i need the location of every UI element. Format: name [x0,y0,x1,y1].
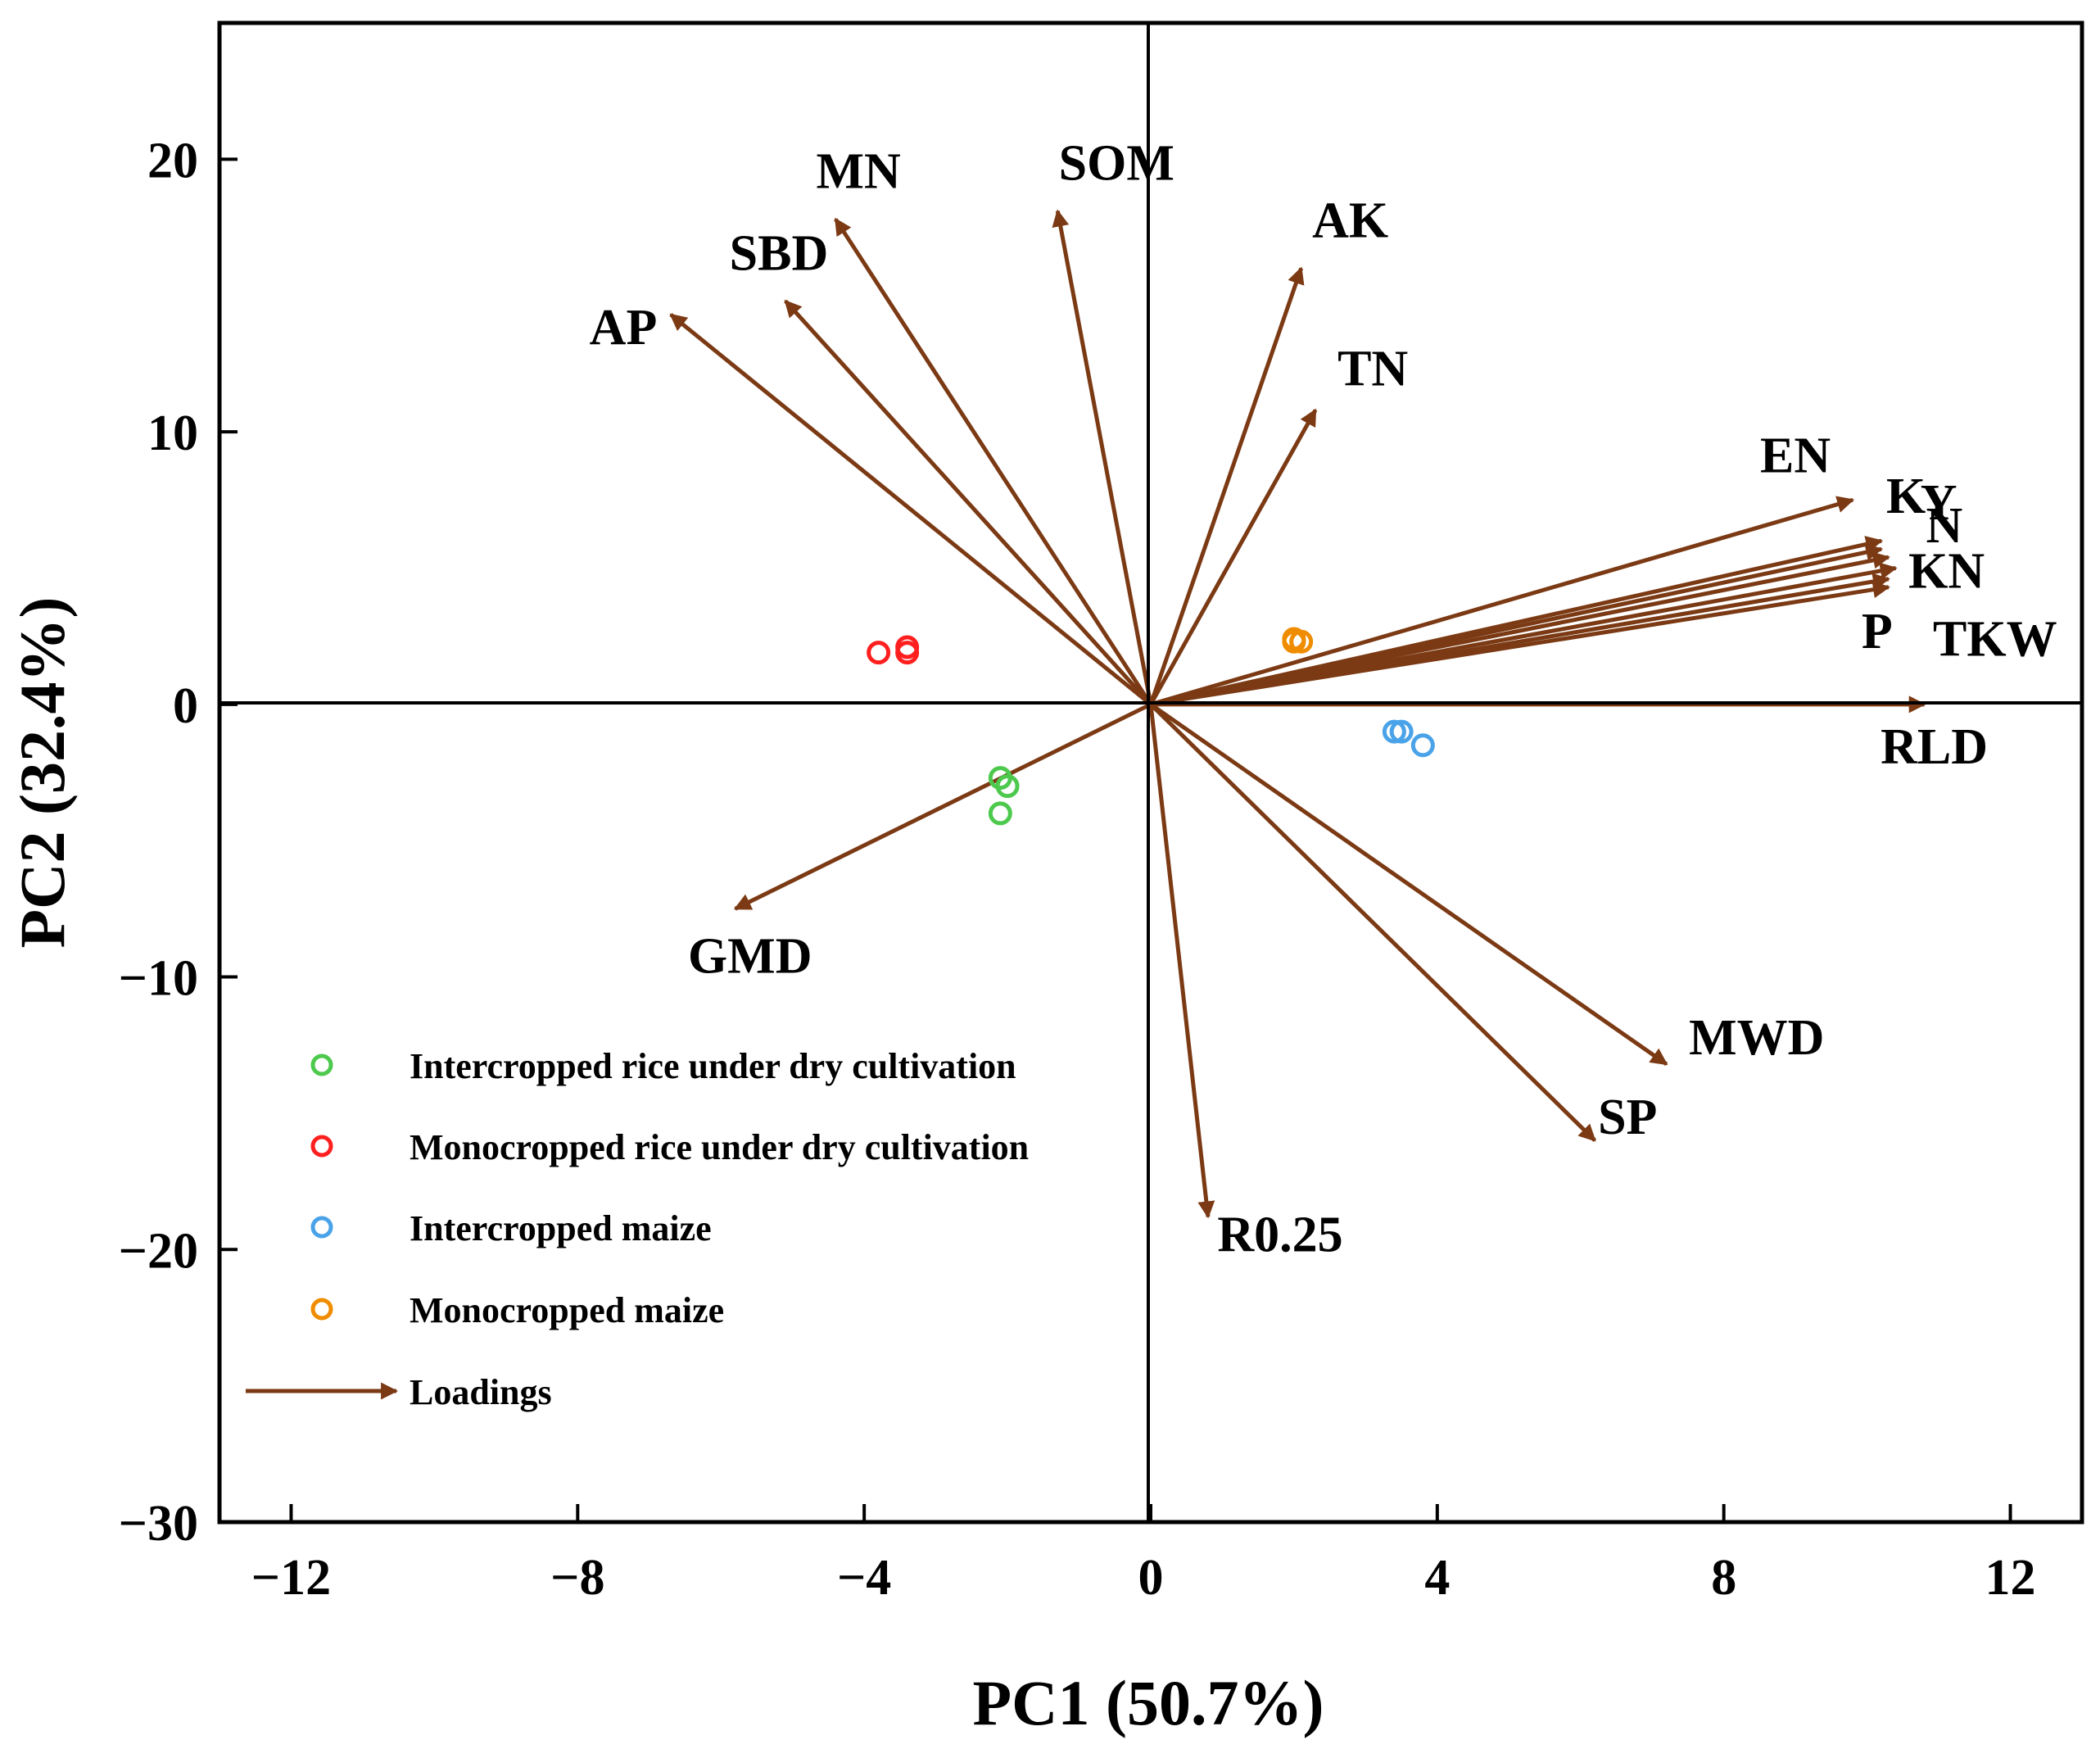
score-point-intercropped-rice-under-dry-cultivation [988,766,1012,791]
loading-label-gmd: GMD [688,928,812,984]
loading-arrow-mn [834,217,1153,706]
loading-arrow-som [1052,209,1153,705]
scores-layer [867,627,1435,826]
legend-label-intercropped-maize: Intercropped maize [410,1208,712,1248]
loading-label-ap: AP [590,300,658,356]
loading-label-rld: RLD [1880,719,1988,775]
loading-arrow-r0-25 [1148,704,1215,1219]
score-point-monocropped-rice-under-dry-cultivation [895,635,920,659]
loading-label-mn: MN [817,144,901,200]
x-axis-title: PC1 (50.7%) [973,1667,1324,1738]
loading-label-mwd: MWD [1689,1010,1824,1066]
y-tick-label: −10 [119,951,198,1007]
score-point-intercropped-maize [1382,719,1406,744]
x-tick-label: −8 [550,1550,604,1606]
loading-label-r0-25: R0.25 [1217,1207,1342,1262]
y-tick-label: 0 [173,678,198,734]
loading-label-y: Y [1921,475,1957,531]
loading-arrow-mwd [1149,702,1668,1067]
loading-arrow-ap [669,313,1152,706]
x-tick-label: −4 [837,1550,891,1606]
y-tick-label: 10 [147,406,198,461]
legend-label-loadings: Loadings [410,1372,552,1412]
loading-label-en: EN [1760,428,1831,483]
loading-arrow-en [1150,496,1855,707]
score-point-intercropped-maize [1389,719,1414,744]
loading-arrow-sbd [784,299,1152,706]
y-tick-label: 20 [147,133,198,188]
legend-marker-intercropped-maize [310,1216,333,1239]
score-point-monocropped-rice-under-dry-cultivation [867,641,891,665]
legend-label-monocropped-rice: Monocropped rice under dry cultivation [410,1127,1029,1167]
loading-arrow-gmd [733,702,1152,911]
loading-arrow-sp [1149,703,1597,1142]
x-tick-label: 0 [1138,1550,1164,1606]
loading-label-sbd: SBD [730,225,829,281]
legend-marker-monocropped-rice [310,1135,333,1158]
loading-arrow-tn [1148,408,1318,706]
y-axis-title: PC2 (32.4%) [7,597,78,949]
loading-label-kn: KN [1908,543,1985,599]
legend-marker-monocropped-maize [310,1298,333,1321]
score-point-intercropped-rice-under-dry-cultivation [988,801,1012,826]
loading-label-n: N [1926,498,1962,554]
loading-label-ak: AK [1312,193,1388,248]
axis-ticks: −12 −8 −4 0 4 8 12 −30 −20 −10 0 10 20 [119,133,2036,1606]
x-tick-label: 8 [1711,1550,1736,1606]
legend-label-intercropped-rice: Intercropped rice under dry cultivation [410,1046,1016,1086]
legend-marker-intercropped-rice [310,1053,333,1076]
legend-label-monocropped-maize: Monocropped maize [410,1290,724,1330]
loading-label-p: P [1862,604,1893,659]
score-point-intercropped-maize [1410,733,1435,758]
loading-label-k: K [1886,469,1926,524]
y-tick-label: −20 [119,1223,198,1279]
loading-label-som: SOM [1059,136,1174,192]
loading-label-tkw: TKW [1933,612,2057,668]
loading-label-sp: SP [1598,1090,1657,1145]
y-tick-label: −30 [119,1496,198,1552]
loading-arrow-ak [1148,266,1305,705]
x-tick-label: −12 [251,1550,331,1606]
legend: Intercropped rice under dry cultivation … [246,1046,1029,1412]
score-point-monocropped-maize [1282,627,1306,651]
x-tick-label: 12 [1985,1550,2036,1606]
loading-label-tn: TN [1337,341,1408,396]
loading-arrow-tkw [1150,581,1890,707]
x-tick-label: 4 [1424,1550,1450,1606]
